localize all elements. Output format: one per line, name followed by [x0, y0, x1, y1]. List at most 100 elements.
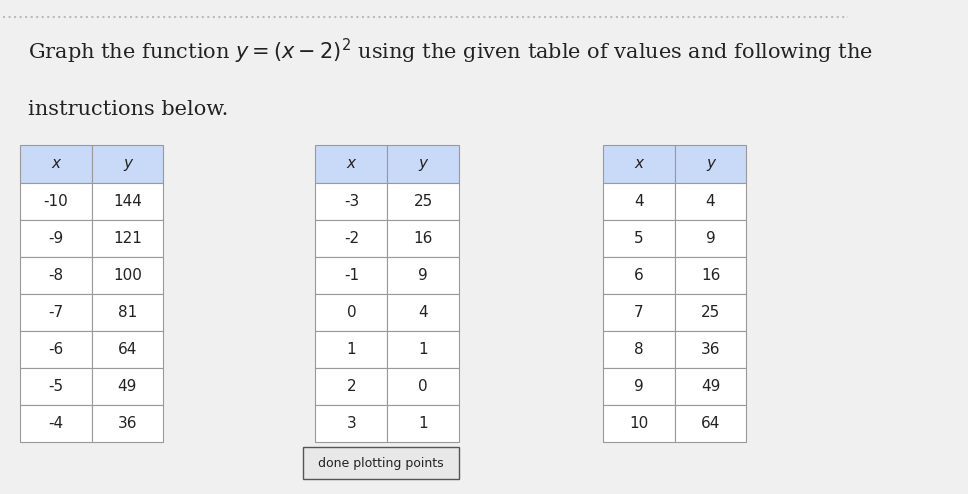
Bar [316, 331, 387, 368]
Bar [19, 257, 92, 294]
Bar [92, 257, 164, 294]
Text: x: x [634, 157, 643, 171]
Bar [316, 294, 387, 331]
Text: -3: -3 [344, 194, 359, 208]
Text: 10: 10 [629, 416, 649, 431]
Bar [19, 331, 92, 368]
Text: 9: 9 [706, 231, 715, 246]
Bar [387, 257, 459, 294]
Text: 64: 64 [701, 416, 720, 431]
Text: -6: -6 [48, 342, 63, 357]
Text: 100: 100 [113, 268, 142, 283]
Text: 25: 25 [413, 194, 433, 208]
Text: -10: -10 [44, 194, 68, 208]
Bar [387, 368, 459, 405]
Bar [92, 405, 164, 443]
Text: 1: 1 [347, 342, 356, 357]
Bar [675, 257, 746, 294]
Text: Graph the function $y = (x - 2)^2$ using the given table of values and following: Graph the function $y = (x - 2)^2$ using… [28, 37, 873, 66]
Bar [316, 368, 387, 405]
Text: 1: 1 [418, 342, 428, 357]
Bar [92, 182, 164, 220]
Bar [603, 257, 675, 294]
Bar [316, 257, 387, 294]
Text: 64: 64 [118, 342, 137, 357]
Bar [303, 447, 459, 479]
Text: 9: 9 [634, 379, 644, 394]
Text: 49: 49 [118, 379, 137, 394]
Text: 16: 16 [701, 268, 720, 283]
Bar [92, 294, 164, 331]
Bar [19, 294, 92, 331]
Text: 144: 144 [113, 194, 142, 208]
Text: y: y [419, 157, 428, 171]
Bar [92, 331, 164, 368]
Bar [603, 294, 675, 331]
Bar [19, 220, 92, 257]
Bar [603, 220, 675, 257]
Text: 0: 0 [347, 305, 356, 320]
Text: x: x [347, 157, 356, 171]
Bar [387, 294, 459, 331]
Text: -7: -7 [48, 305, 63, 320]
Bar [316, 182, 387, 220]
Bar [19, 405, 92, 443]
Text: done plotting points: done plotting points [318, 456, 443, 470]
Text: 8: 8 [634, 342, 644, 357]
Text: y: y [706, 157, 715, 171]
Bar [19, 145, 92, 182]
Text: y: y [123, 157, 132, 171]
Bar [675, 145, 746, 182]
Text: 25: 25 [701, 305, 720, 320]
Text: 49: 49 [701, 379, 720, 394]
Text: 0: 0 [418, 379, 428, 394]
Bar [92, 145, 164, 182]
Bar [387, 182, 459, 220]
Bar [675, 220, 746, 257]
Bar [19, 368, 92, 405]
Bar [675, 331, 746, 368]
Bar [603, 145, 675, 182]
Text: 3: 3 [347, 416, 356, 431]
Text: 4: 4 [418, 305, 428, 320]
Bar [316, 145, 387, 182]
Bar [387, 220, 459, 257]
Text: 6: 6 [634, 268, 644, 283]
Bar [92, 368, 164, 405]
Text: -5: -5 [48, 379, 63, 394]
Text: instructions below.: instructions below. [28, 100, 228, 120]
Text: 9: 9 [418, 268, 428, 283]
Text: 2: 2 [347, 379, 356, 394]
Text: 36: 36 [118, 416, 137, 431]
Bar [675, 368, 746, 405]
Bar [316, 405, 387, 443]
Text: -8: -8 [48, 268, 63, 283]
Bar [387, 145, 459, 182]
Bar [316, 220, 387, 257]
Text: -1: -1 [344, 268, 359, 283]
Text: 1: 1 [418, 416, 428, 431]
Bar [675, 182, 746, 220]
Bar [675, 294, 746, 331]
Bar [603, 405, 675, 443]
Bar [387, 405, 459, 443]
Bar [603, 182, 675, 220]
Text: 81: 81 [118, 305, 137, 320]
Text: 4: 4 [634, 194, 644, 208]
Bar [675, 405, 746, 443]
Bar [19, 182, 92, 220]
Text: -2: -2 [344, 231, 359, 246]
Text: 121: 121 [113, 231, 142, 246]
Bar [92, 220, 164, 257]
Text: 16: 16 [413, 231, 433, 246]
Text: 5: 5 [634, 231, 644, 246]
Bar [603, 368, 675, 405]
Bar [387, 331, 459, 368]
Text: 7: 7 [634, 305, 644, 320]
Text: -9: -9 [48, 231, 63, 246]
Text: -4: -4 [48, 416, 63, 431]
Bar [603, 331, 675, 368]
Text: 4: 4 [706, 194, 715, 208]
Text: x: x [51, 157, 60, 171]
Text: 36: 36 [701, 342, 720, 357]
